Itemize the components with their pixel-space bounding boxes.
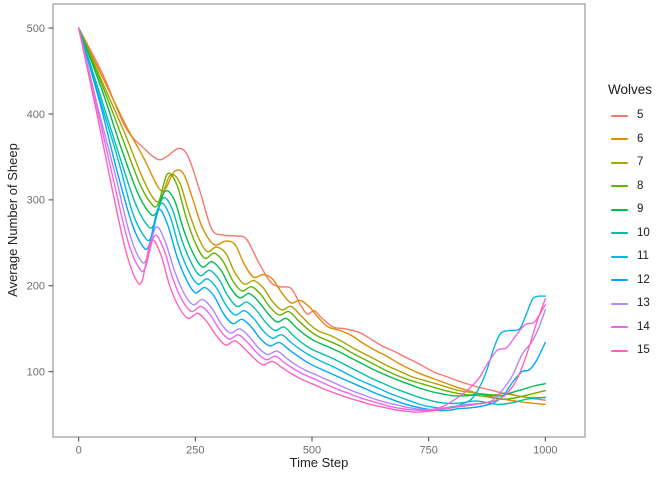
x-tick-label: 0 (76, 445, 82, 457)
x-tick-label: 250 (186, 445, 204, 457)
legend-label: 9 (637, 203, 644, 215)
legend-key-line (611, 279, 628, 282)
series-line-11 (78, 27, 546, 409)
legend-key-line (611, 232, 628, 235)
legend-item-15: 15 (604, 339, 652, 363)
legend-key-line (611, 114, 628, 117)
legend-item-13: 13 (604, 292, 652, 316)
y-tick-label: 200 (27, 281, 45, 293)
x-tick-label: 750 (419, 445, 437, 457)
series-line-6 (78, 27, 546, 406)
legend-label: 8 (637, 179, 644, 192)
legend-label: 12 (637, 273, 650, 286)
series-line-9 (78, 27, 546, 397)
series-line-5 (78, 27, 546, 401)
legend-item-8: 8 (604, 175, 652, 199)
legend-key-line (611, 326, 628, 329)
legend-item-7: 7 (604, 151, 652, 175)
legend-key-line (611, 138, 628, 141)
legend-item-5: 5 (604, 104, 652, 128)
legend-label: 13 (637, 297, 650, 309)
legend-key-line (611, 208, 628, 211)
legend-label: 14 (637, 320, 650, 333)
legend-title: Wolves (608, 82, 653, 97)
series-line-14 (78, 27, 546, 412)
series-line-15 (78, 27, 546, 413)
legend-label: 6 (637, 132, 644, 145)
legend-label: 5 (637, 109, 644, 121)
plot-panel-border (52, 3, 586, 438)
x-tick-label: 1000 (533, 445, 557, 457)
y-axis-title: Average Number of Sheep (5, 143, 20, 297)
legend-item-11: 11 (604, 245, 652, 269)
legend-label: 10 (637, 226, 650, 239)
legend-item-14: 14 (604, 316, 652, 340)
y-tick-label: 100 (27, 367, 45, 379)
series-line-12 (78, 27, 546, 412)
x-axis-title: Time Step (289, 455, 349, 470)
y-tick-label: 300 (27, 195, 45, 207)
legend-item-12: 12 (604, 269, 652, 293)
legend-key-line (611, 349, 628, 352)
series-line-8 (78, 27, 546, 400)
legend-label: 7 (637, 156, 644, 168)
legend-key-line (611, 185, 628, 188)
legend-key-line (611, 302, 628, 305)
x-tick-label: 500 (303, 445, 321, 457)
legend-label: 15 (637, 344, 650, 356)
series-line-7 (78, 27, 546, 399)
legend: Wolves 5 6 7 8 9 10 11 12 13 14 15 (604, 82, 652, 363)
legend-item-10: 10 (604, 222, 652, 246)
legend-item-9: 9 (604, 198, 652, 222)
y-tick-label: 400 (27, 109, 45, 121)
legend-label: 11 (637, 250, 649, 262)
series-line-13 (78, 27, 546, 411)
legend-items: 5 6 7 8 9 10 11 12 13 14 15 (604, 104, 652, 363)
legend-item-6: 6 (604, 128, 652, 152)
y-tick-label: 500 (27, 23, 45, 35)
legend-key-line (611, 161, 628, 164)
legend-key-line (611, 255, 628, 258)
series-line-10 (78, 27, 546, 406)
